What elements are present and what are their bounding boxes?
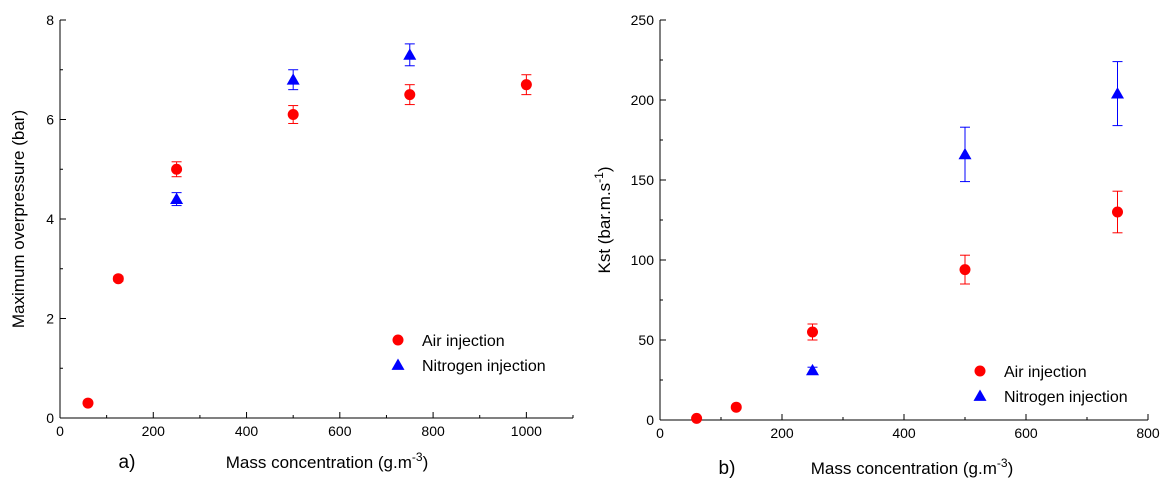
data-point [730, 401, 742, 413]
x-axis-label: Mass concentration (g.m-3) [226, 450, 428, 472]
y-axis-label: Maximum overpressure (bar) [9, 110, 28, 328]
series-nitrogen [806, 61, 1124, 376]
y-tick-label: 50 [638, 332, 654, 348]
y-tick-label: 150 [631, 172, 655, 188]
x-tick-label: 600 [328, 423, 352, 439]
y-tick-label: 4 [46, 211, 54, 227]
series-air [82, 74, 532, 409]
x-tick-label: 400 [235, 423, 259, 439]
y-tick-label: 6 [46, 112, 54, 128]
x-axis-label: Mass concentration (g.m-3) [811, 456, 1013, 478]
x-tick-label: 0 [56, 423, 64, 439]
y-tick-label: 8 [46, 12, 54, 28]
x-tick-label: 0 [656, 425, 664, 441]
data-point [403, 48, 417, 60]
y-tick-label: 0 [46, 410, 54, 426]
data-point [959, 264, 971, 276]
data-point [286, 73, 300, 85]
legend-marker [391, 358, 405, 370]
x-tick-label: 800 [1136, 425, 1160, 441]
x-tick-label: 200 [770, 425, 794, 441]
data-point [82, 397, 94, 409]
data-point [807, 326, 818, 338]
x-tick-label: 400 [892, 425, 916, 441]
y-tick-label: 0 [646, 412, 654, 428]
y-tick-label: 250 [631, 12, 655, 28]
x-tick-label: 800 [421, 423, 445, 439]
series-air [691, 190, 1123, 424]
legend-label: Air injection [422, 333, 505, 350]
legend-label: Nitrogen injection [1004, 389, 1128, 406]
y-axis-label: Kst (bar.m.s-1) [592, 166, 614, 273]
legend-marker [974, 365, 986, 377]
x-tick-label: 600 [1014, 425, 1038, 441]
data-point [171, 163, 183, 175]
data-point [691, 412, 703, 424]
data-point [404, 89, 416, 101]
y-tick-label: 200 [631, 92, 655, 108]
x-tick-label: 1000 [511, 423, 542, 439]
data-point [170, 192, 184, 204]
panel-label: a) [119, 452, 136, 473]
data-point [287, 109, 299, 121]
data-point [520, 79, 532, 91]
data-point [112, 273, 124, 285]
data-point [1112, 206, 1123, 218]
data-point [1111, 87, 1124, 99]
data-point [958, 147, 972, 160]
panel-label: b) [719, 458, 736, 479]
legend-marker [973, 389, 987, 401]
legend-label: Nitrogen injection [422, 358, 546, 375]
series-nitrogen [170, 43, 417, 207]
panel-b: 0 200 400 600 800 0 50 100 150 200 250 b) Mass conce… [592, 12, 1160, 479]
panel-a: 0 200 400 600 800 1000 0 2 4 6 8 a) Mass concentrati… [9, 12, 574, 473]
x-tick-label: 200 [142, 423, 166, 439]
y-tick-label: 2 [46, 311, 54, 327]
legend-label: Air injection [1004, 364, 1087, 381]
legend-marker [392, 334, 404, 346]
data-point [806, 363, 819, 376]
y-tick-label: 100 [631, 252, 655, 268]
